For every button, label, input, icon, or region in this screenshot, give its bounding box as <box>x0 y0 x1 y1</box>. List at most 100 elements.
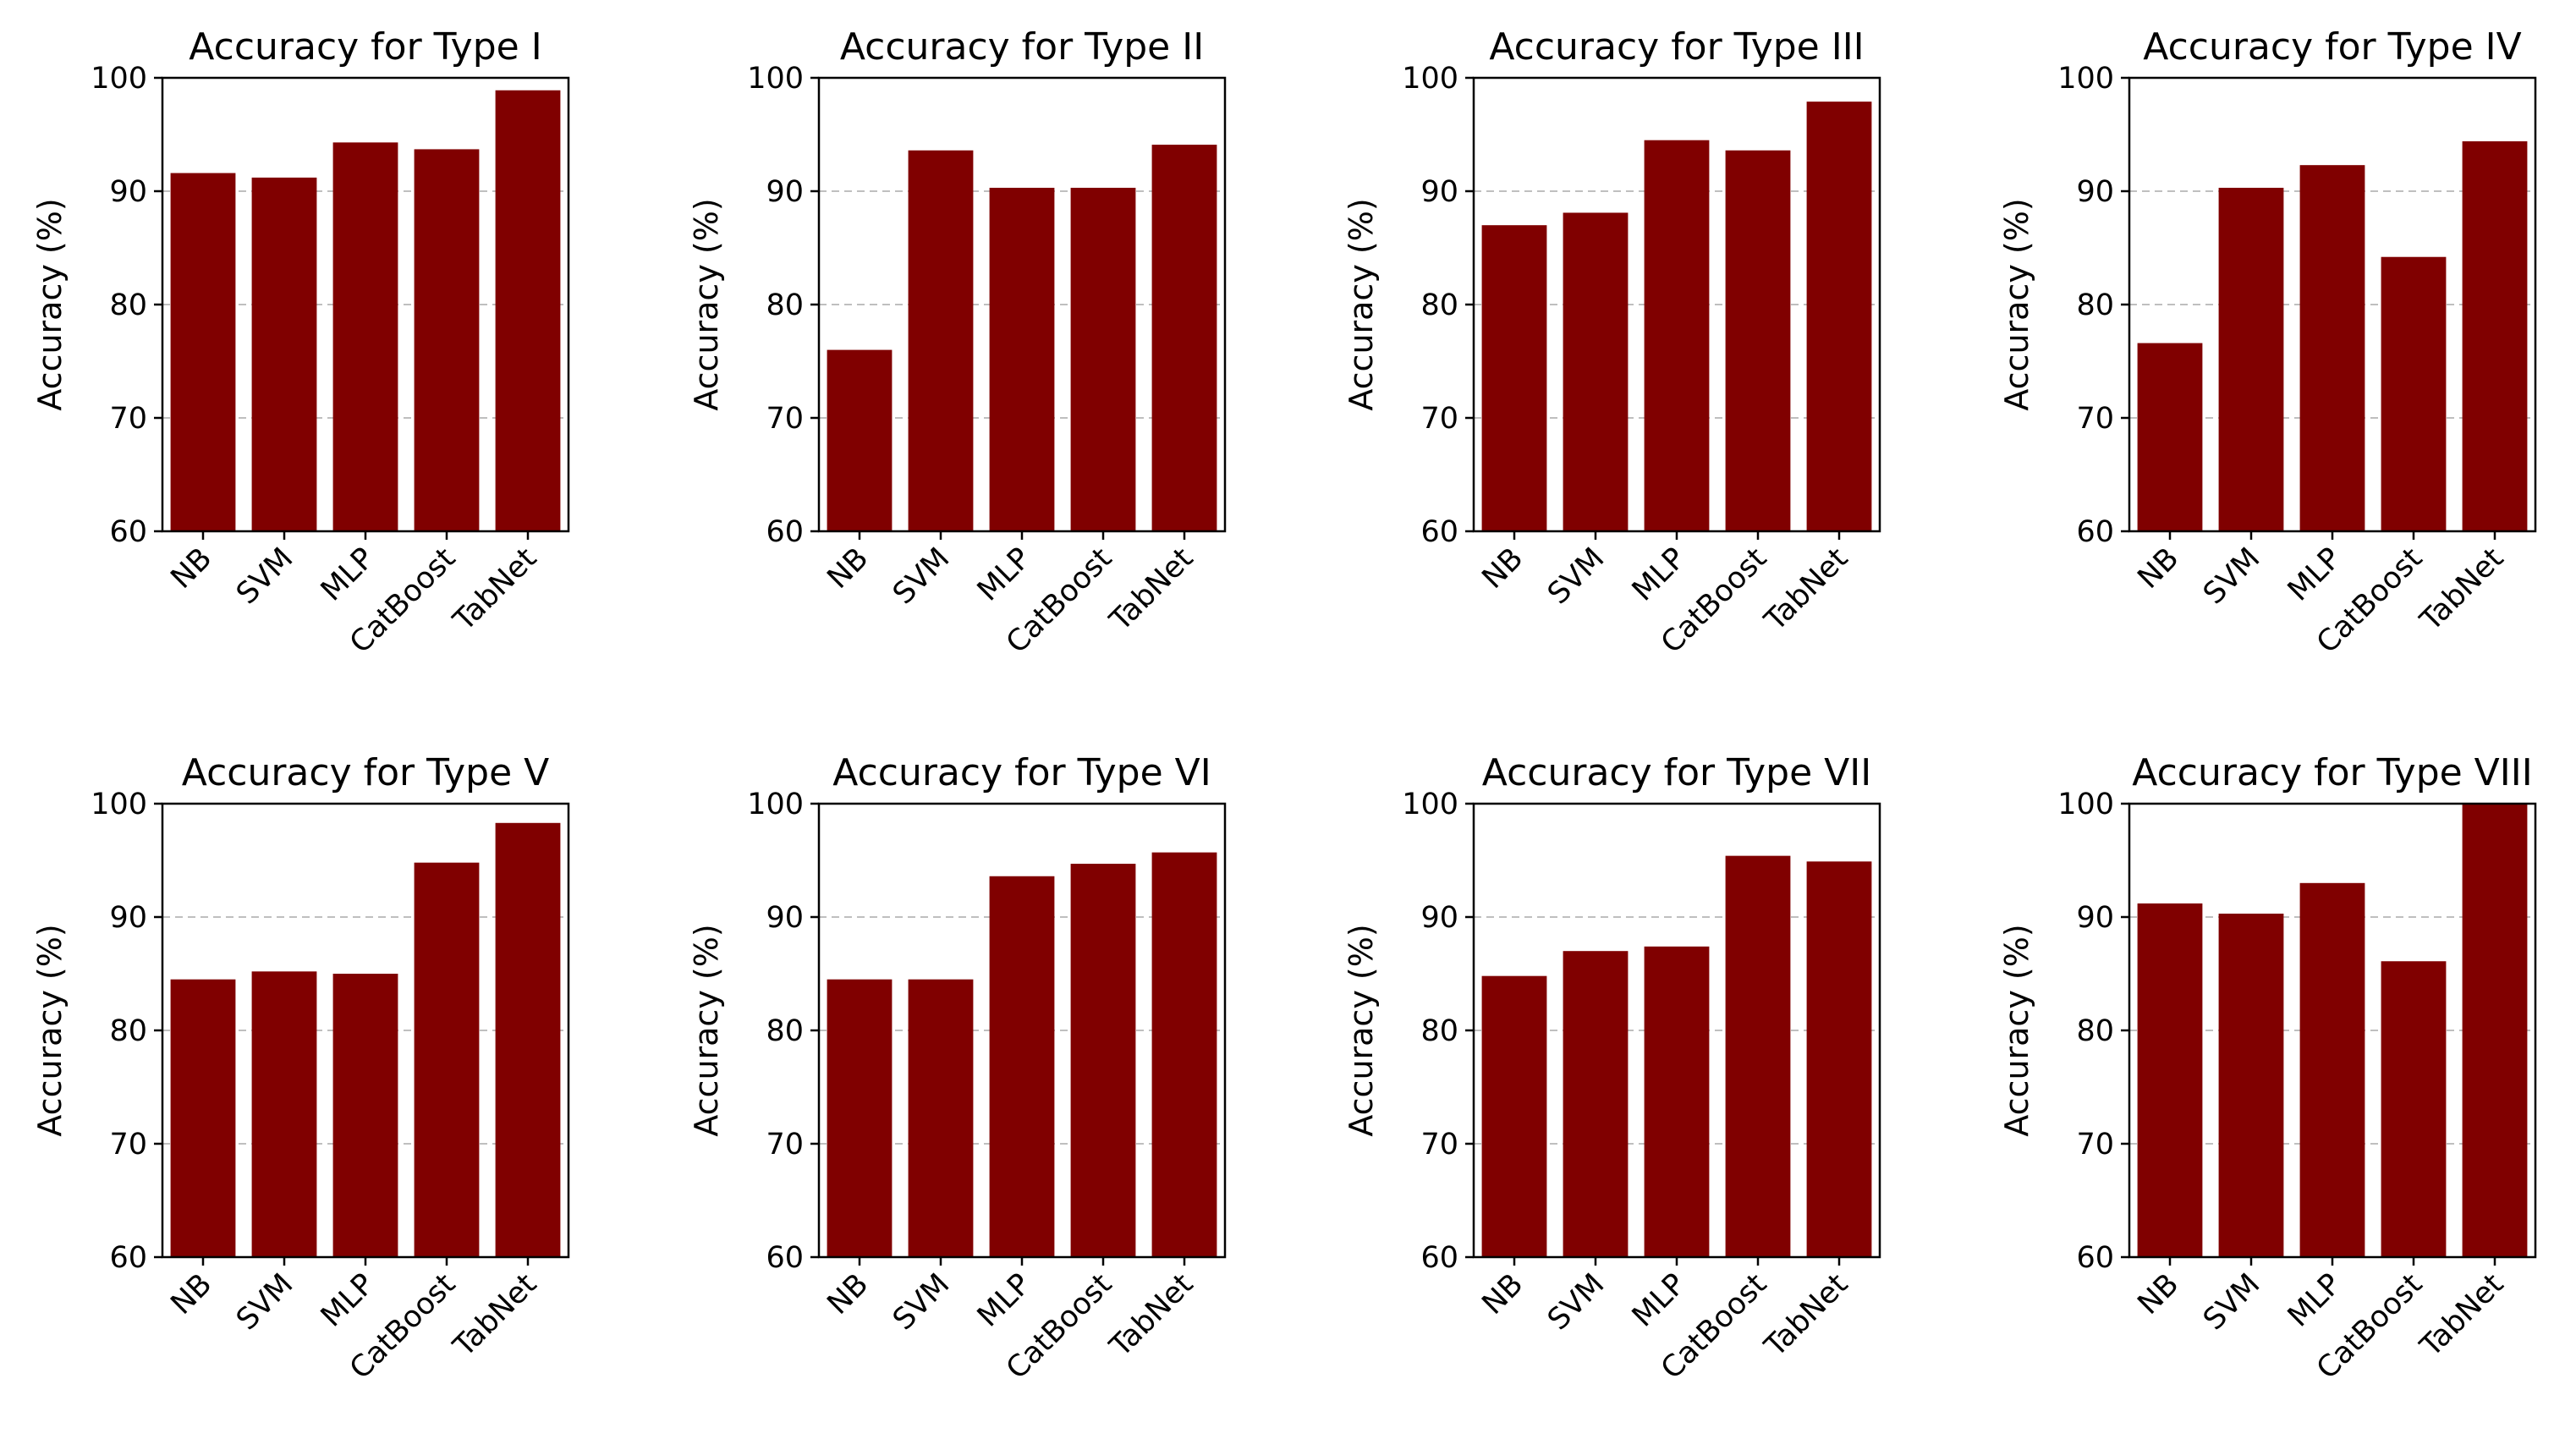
y-tick-label: 100 <box>747 788 804 821</box>
bar-tabnet <box>495 822 561 1257</box>
bar-svm <box>251 971 317 1257</box>
y-tick-label: 80 <box>109 288 147 322</box>
bar-mlp <box>332 974 398 1257</box>
bar-catboost <box>2381 256 2447 531</box>
bar-mlp <box>989 876 1055 1257</box>
subplot-title: Accuracy for Type VI <box>832 751 1211 794</box>
y-tick-label: 90 <box>1420 901 1458 935</box>
x-tick-label-nb: NB <box>1476 541 1530 596</box>
y-tick-label: 80 <box>1420 1014 1458 1048</box>
x-tick-label-tabnet: TabNet <box>2414 1267 2510 1364</box>
x-tick-label-tabnet: TabNet <box>447 1267 543 1364</box>
x-tick-label-svm: SVM <box>1541 541 1611 611</box>
bar-mlp <box>2299 165 2365 531</box>
bar-nb <box>2137 343 2203 531</box>
y-axis-label: Accuracy (%) <box>1343 924 1380 1136</box>
y-tick-label: 90 <box>1420 175 1458 209</box>
y-axis-label: Accuracy (%) <box>1998 198 2035 410</box>
bar-nb <box>1481 975 1547 1257</box>
y-tick-label: 90 <box>766 901 804 935</box>
bar-svm <box>1563 212 1629 531</box>
x-tick-label-svm: SVM <box>887 1267 956 1337</box>
bar-nb <box>827 349 893 531</box>
bar-nb <box>1481 225 1547 531</box>
x-tick-label-mlp: MLP <box>971 1267 1037 1333</box>
bar-tabnet <box>1151 852 1217 1257</box>
y-tick-label: 70 <box>2076 402 2114 436</box>
y-tick-label: 60 <box>1420 515 1458 549</box>
y-tick-label: 60 <box>2076 515 2114 549</box>
x-tick-label-tabnet: TabNet <box>2414 541 2510 638</box>
x-tick-label-tabnet: TabNet <box>447 541 543 638</box>
x-tick-label-svm: SVM <box>887 541 956 611</box>
subplot-title: Accuracy for Type IV <box>2143 25 2521 69</box>
x-tick-label-nb: NB <box>165 541 219 596</box>
y-tick-label: 100 <box>1402 788 1458 821</box>
subplot-title: Accuracy for Type V <box>182 751 550 794</box>
y-tick-label: 80 <box>766 1014 804 1048</box>
x-tick-label-mlp: MLP <box>971 541 1037 607</box>
y-tick-label: 60 <box>766 1241 804 1275</box>
bar-mlp <box>2299 882 2365 1257</box>
subplot-title: Accuracy for Type III <box>1489 25 1864 69</box>
bar-svm <box>1563 951 1629 1257</box>
bar-catboost <box>414 149 480 532</box>
subplot-title: Accuracy for Type I <box>189 25 541 69</box>
x-tick-label-mlp: MLP <box>2282 1267 2348 1333</box>
bar-svm <box>908 979 974 1257</box>
bar-svm <box>908 150 974 531</box>
y-axis-label: Accuracy (%) <box>1998 924 2035 1136</box>
y-tick-label: 70 <box>766 1128 804 1162</box>
x-tick-label-mlp: MLP <box>1626 541 1692 607</box>
x-tick-label-svm: SVM <box>2197 541 2266 611</box>
y-axis-label: Accuracy (%) <box>31 924 69 1136</box>
y-tick-label: 90 <box>109 901 147 935</box>
y-tick-label: 90 <box>2076 901 2114 935</box>
y-axis-label: Accuracy (%) <box>688 198 725 410</box>
bar-catboost <box>1725 150 1791 531</box>
y-tick-label: 60 <box>766 515 804 549</box>
x-tick-label-svm: SVM <box>2197 1267 2266 1337</box>
x-tick-label-svm: SVM <box>230 1267 299 1337</box>
y-tick-label: 70 <box>1420 402 1458 436</box>
x-tick-label-svm: SVM <box>1541 1267 1611 1337</box>
y-tick-label: 100 <box>1402 62 1458 96</box>
bar-nb <box>170 979 236 1257</box>
bar-mlp <box>989 187 1055 532</box>
bar-mlp <box>1644 946 1710 1257</box>
x-tick-label-nb: NB <box>2132 541 2186 596</box>
bar-svm <box>2218 913 2284 1257</box>
bar-tabnet <box>1806 102 1872 531</box>
y-tick-label: 90 <box>109 175 147 209</box>
y-tick-label: 100 <box>91 788 147 821</box>
y-tick-label: 70 <box>766 402 804 436</box>
bar-nb <box>2137 903 2203 1257</box>
x-tick-label-nb: NB <box>1476 1267 1530 1321</box>
y-tick-label: 60 <box>109 1241 147 1275</box>
bar-nb <box>170 173 236 531</box>
bar-tabnet <box>2462 141 2528 532</box>
x-tick-label-nb: NB <box>165 1267 219 1321</box>
x-tick-label-mlp: MLP <box>1626 1267 1692 1333</box>
bar-tabnet <box>1806 861 1872 1257</box>
y-tick-label: 80 <box>2076 288 2114 322</box>
bar-nb <box>827 979 893 1257</box>
subplot-title: Accuracy for Type VIII <box>2132 751 2532 794</box>
y-axis-label: Accuracy (%) <box>688 924 725 1136</box>
bar-svm <box>251 177 317 532</box>
y-tick-label: 60 <box>2076 1241 2114 1275</box>
y-tick-label: 70 <box>109 402 147 436</box>
y-tick-label: 100 <box>747 62 804 96</box>
bar-catboost <box>1070 187 1136 532</box>
bar-tabnet <box>2462 804 2528 1257</box>
y-tick-label: 90 <box>766 175 804 209</box>
y-tick-label: 100 <box>2057 62 2114 96</box>
y-tick-label: 90 <box>2076 175 2114 209</box>
y-tick-label: 80 <box>2076 1014 2114 1048</box>
